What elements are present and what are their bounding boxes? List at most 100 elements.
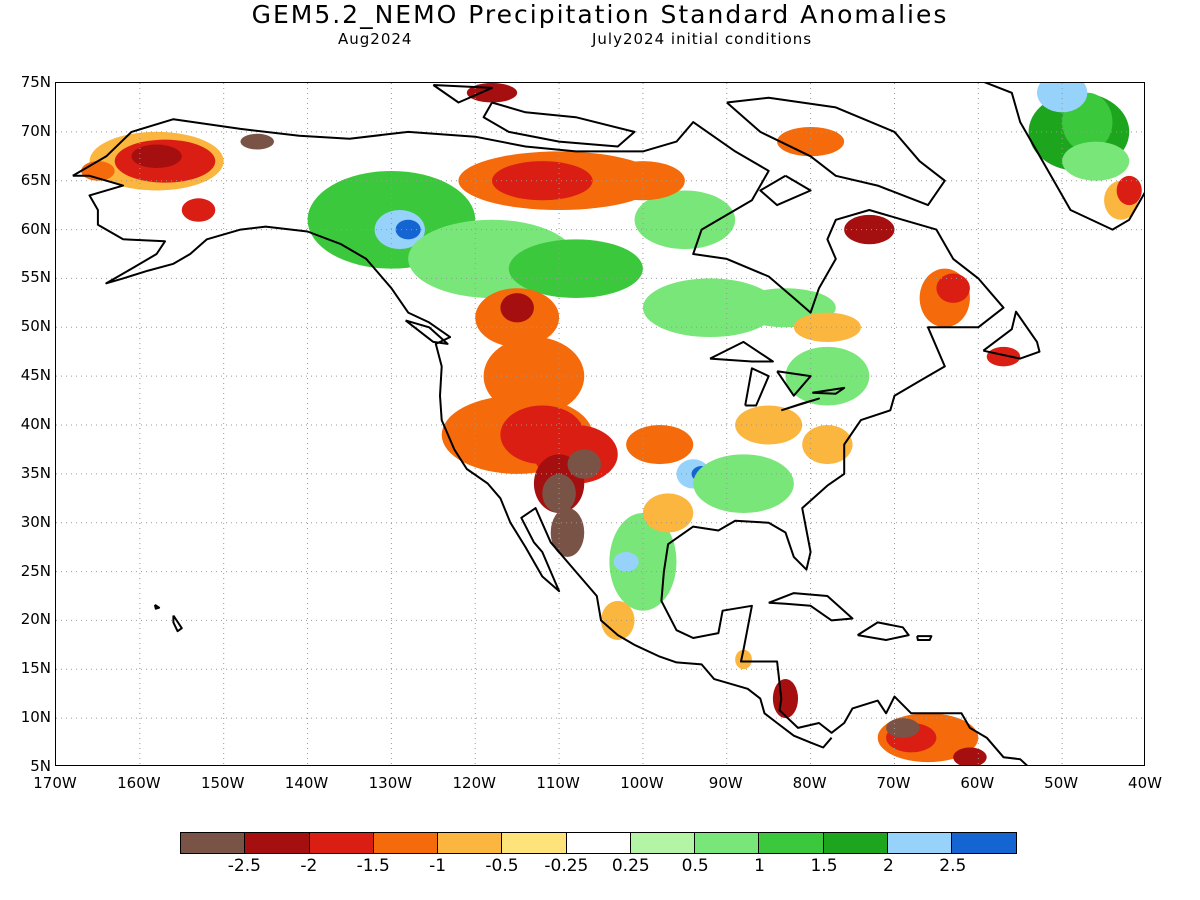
legend-tick-label: 1.5 [810, 856, 838, 876]
lat-label: 20N [20, 610, 51, 629]
lat-label: 40N [20, 415, 51, 433]
anomaly-patch [131, 144, 182, 169]
anomaly-patch [483, 337, 585, 416]
legend-tick-label: 1 [754, 856, 765, 876]
lat-label: 15N [20, 659, 51, 678]
anomaly-patch [492, 161, 593, 201]
coastline-segment [759, 174, 812, 207]
legend-tick-label: 0.25 [611, 856, 650, 876]
coastline-segment [153, 603, 161, 610]
legend-swatch [695, 833, 760, 853]
legend-tick-label: -2 [300, 856, 318, 876]
anomaly-patch [567, 449, 601, 479]
anomaly-patch [953, 747, 987, 765]
legend-tick-label: 2 [882, 856, 894, 876]
color-legend [180, 832, 1018, 854]
anomaly-patch [735, 405, 803, 445]
coastline-segment [72, 118, 1028, 765]
lon-label: 120W [452, 774, 496, 792]
lon-label: 60W [960, 774, 995, 792]
coastlines [72, 83, 1144, 765]
anomaly-patch [181, 198, 216, 222]
anomaly-patch [601, 161, 685, 201]
lon-label: 70W [876, 774, 911, 792]
anomaly-patch [634, 190, 736, 250]
coastline-segment [776, 370, 812, 397]
lon-label: 40W [1128, 774, 1162, 792]
legend-tick-label: -2.5 [227, 856, 261, 876]
lat-label: 75N [20, 73, 51, 91]
legend-swatch [759, 833, 824, 853]
anomaly-patch [613, 552, 639, 572]
lon-label: 50W [1044, 774, 1079, 792]
lon-label: 90W [708, 774, 743, 792]
forecast-month: Aug2024 [338, 30, 413, 48]
coastline-segment [404, 319, 449, 345]
legend-swatch [887, 833, 952, 853]
anomaly-patch [785, 346, 870, 406]
coastline-segment [857, 621, 910, 641]
lat-label: 5N [30, 757, 51, 775]
lat-label: 55N [20, 268, 51, 287]
lat-label: 50N [20, 317, 51, 336]
coastline-segment [432, 84, 493, 104]
coastline-segment [768, 592, 854, 622]
anomaly-patch [777, 126, 845, 157]
anomaly-patch [550, 508, 585, 557]
coastline-segment [72, 174, 833, 749]
anomaly-patch [601, 600, 635, 640]
anomaly-patch [936, 273, 970, 303]
legend-tick-label: 0.5 [681, 856, 709, 876]
map-panel [55, 82, 1145, 766]
lat-label: 10N [20, 708, 51, 727]
legend-swatch [952, 833, 1017, 853]
anomaly-patch [1037, 83, 1088, 113]
legend-swatch [373, 833, 438, 853]
lon-label: 150W [200, 774, 245, 792]
coastline-segment [982, 310, 1041, 360]
graticule [56, 83, 1144, 765]
lon-label: 100W [620, 774, 664, 792]
anomaly-patch [772, 679, 799, 719]
anomaly-patch [609, 512, 677, 611]
lon-label: 170W [33, 774, 77, 792]
anomaly-patch [986, 346, 1021, 367]
coastline-segment [726, 96, 946, 207]
lon-label: 130W [368, 774, 413, 792]
legend-swatch [181, 833, 246, 853]
legend-swatch [502, 833, 567, 853]
anomaly-patch [693, 454, 794, 513]
legend-tick-label: -0.25 [544, 856, 589, 876]
coastline-segment [983, 83, 1144, 231]
anomaly-patch [642, 493, 694, 533]
lat-label: 25N [20, 561, 51, 580]
coastline-segment [744, 367, 770, 407]
anomaly-patch [793, 312, 861, 342]
anomaly-patch [1116, 175, 1142, 206]
legend-swatch [438, 833, 503, 853]
legend-swatch [245, 833, 310, 853]
lon-label: 80W [792, 774, 827, 792]
coastline-segment [172, 614, 183, 633]
map-title: GEM5.2_NEMO Precipitation Standard Anoma… [251, 0, 949, 29]
anomaly-patch [500, 293, 534, 323]
initial-conditions: July2024 initial conditions [592, 30, 813, 48]
legend-swatch [630, 833, 695, 853]
lat-label: 65N [20, 170, 51, 189]
lat-label: 70N [20, 121, 51, 140]
coastline-segment [812, 386, 846, 395]
lat-label: 60N [20, 219, 51, 238]
anomaly-patch [508, 239, 643, 298]
anomaly-patch [642, 278, 778, 338]
lat-label: 45N [20, 366, 51, 385]
coastline-segment [916, 635, 933, 641]
lat-label: 30N [20, 512, 51, 531]
anomaly-patch [735, 649, 752, 670]
anomaly-map [56, 83, 1144, 765]
anomaly-patch [802, 425, 853, 465]
lon-label: 140W [284, 774, 329, 792]
anomaly-fields [81, 83, 1142, 765]
legend-tick-label: -1.5 [356, 856, 390, 876]
legend-tick-label: -0.5 [485, 856, 519, 876]
legend-swatch [823, 833, 888, 853]
